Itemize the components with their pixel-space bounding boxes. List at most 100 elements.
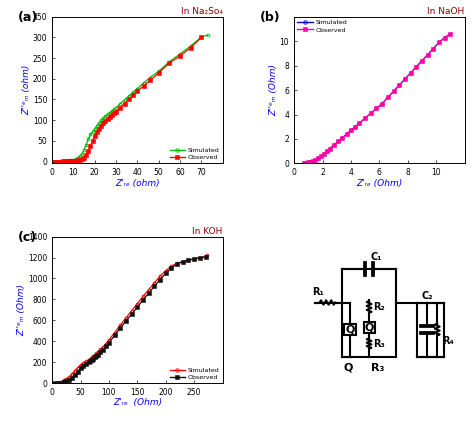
Simulated [318,154,324,159]
Simulated [324,149,329,154]
Observed [68,159,74,164]
Observed [402,77,408,82]
Simulated [301,161,307,166]
Text: In Na₂So₄: In Na₂So₄ [181,7,223,16]
Simulated [147,75,153,80]
Simulated [55,380,61,385]
Simulated [90,129,95,134]
Simulated [64,158,70,163]
Observed [118,105,123,110]
Observed [186,258,191,263]
Simulated [305,160,311,165]
Observed [83,152,89,157]
Simulated [199,35,204,40]
Simulated [55,159,61,164]
X-axis label: Z'ᵣₑ (ohm): Z'ᵣₑ (ohm) [115,179,160,188]
Observed [135,305,140,310]
Observed [73,158,78,163]
Simulated [118,323,123,328]
Observed [102,118,108,123]
Simulated [430,46,436,51]
Simulated [95,350,100,355]
Simulated [62,158,68,163]
Simulated [152,280,157,285]
Observed [308,159,314,164]
Simulated [321,151,327,156]
X-axis label: Z'ᵣₑ  (Ohm): Z'ᵣₑ (Ohm) [113,398,162,408]
Simulated [408,70,413,75]
Observed [146,290,152,296]
Simulated [69,371,75,376]
Simulated [102,114,108,119]
Legend: Simulated, Observed: Simulated, Observed [297,20,347,32]
Text: Q: Q [346,325,355,335]
Observed [156,70,162,75]
Simulated [166,59,172,64]
Simulated [385,95,391,100]
Simulated [315,155,321,160]
Simulated [312,157,318,162]
Simulated [75,155,81,160]
Line: Simulated: Simulated [303,32,452,165]
Simulated [122,97,128,102]
Observed [61,380,66,385]
Observed [122,101,128,106]
Observed [90,138,95,143]
Simulated [391,89,396,94]
Simulated [89,354,95,360]
Simulated [419,58,425,63]
Simulated [308,159,314,164]
Observed [352,124,358,129]
Simulated [135,86,140,91]
Observed [107,114,112,119]
Simulated [118,101,123,106]
Simulated [368,111,374,116]
Observed [327,146,332,151]
Simulated [169,264,174,269]
Observed [312,157,318,162]
Simulated [75,365,81,370]
Observed [147,78,153,83]
Simulated [156,69,162,74]
Simulated [331,142,337,148]
Observed [169,266,174,271]
Text: R₂: R₂ [374,302,385,312]
Text: (a): (a) [18,11,38,24]
Simulated [186,258,191,263]
Observed [62,159,68,164]
Observed [64,379,69,384]
Observed [55,160,61,165]
Text: In NaOH: In NaOH [427,7,465,16]
Simulated [140,294,146,299]
Y-axis label: Z''ᵉₘ (Ohm): Z''ᵉₘ (Ohm) [18,284,27,336]
Observed [66,159,72,164]
Observed [157,277,163,282]
Y-axis label: Z''ᵉₘ (ohm): Z''ᵉₘ (ohm) [22,65,31,115]
Observed [368,111,374,116]
Observed [302,160,308,165]
Text: R₃: R₃ [374,338,385,349]
Observed [54,160,59,165]
Simulated [88,132,93,137]
Observed [92,133,98,138]
Observed [315,155,321,160]
Simulated [105,112,110,117]
Observed [112,333,118,338]
Simulated [123,315,129,320]
Simulated [51,160,57,165]
Line: Observed: Observed [51,256,207,385]
Text: (c): (c) [18,231,37,244]
Simulated [447,32,453,37]
Line: Simulated: Simulated [51,254,209,385]
Simulated [58,379,64,384]
Observed [135,88,140,93]
Observed [60,159,65,164]
Simulated [113,105,119,110]
Simulated [81,360,86,365]
Observed [408,70,413,75]
Simulated [73,156,78,161]
Simulated [78,362,83,367]
Observed [442,35,447,40]
Observed [51,160,57,165]
Observed [203,254,209,259]
